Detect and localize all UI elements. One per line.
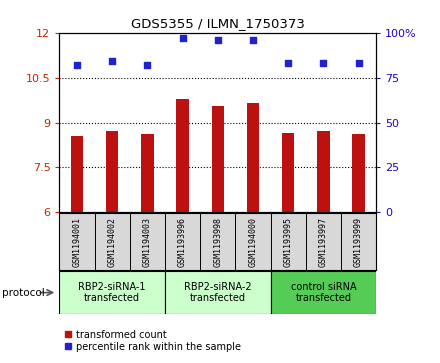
Bar: [165, 271, 271, 314]
Point: [320, 60, 327, 66]
Point: [214, 37, 221, 43]
Bar: [282, 133, 294, 212]
Bar: [106, 131, 118, 212]
Point: [109, 58, 116, 64]
Text: GSM1194003: GSM1194003: [143, 217, 152, 267]
Point: [144, 62, 151, 68]
Bar: [352, 134, 365, 212]
Text: control siRNA
transfected: control siRNA transfected: [290, 282, 356, 303]
Bar: [212, 106, 224, 212]
Bar: [141, 134, 154, 212]
Text: RBP2-siRNA-1
transfected: RBP2-siRNA-1 transfected: [78, 282, 146, 303]
Bar: [71, 136, 83, 212]
Text: RBP2-siRNA-2
transfected: RBP2-siRNA-2 transfected: [184, 282, 252, 303]
Point: [285, 60, 292, 66]
Point: [179, 35, 186, 41]
Bar: [176, 99, 189, 212]
Text: GSM1193995: GSM1193995: [284, 217, 293, 267]
Bar: [59, 271, 165, 314]
Bar: [247, 103, 259, 212]
Title: GDS5355 / ILMN_1750373: GDS5355 / ILMN_1750373: [131, 17, 305, 30]
Bar: [271, 271, 376, 314]
Text: GSM1193997: GSM1193997: [319, 217, 328, 267]
Text: GSM1193996: GSM1193996: [178, 217, 187, 267]
Text: GSM1194000: GSM1194000: [249, 217, 257, 267]
Point: [73, 62, 81, 68]
Bar: [317, 131, 330, 212]
Text: GSM1193999: GSM1193999: [354, 217, 363, 267]
Legend: transformed count, percentile rank within the sample: transformed count, percentile rank withi…: [64, 330, 241, 352]
Point: [355, 60, 362, 66]
Text: GSM1193998: GSM1193998: [213, 217, 222, 267]
Text: GSM1194001: GSM1194001: [73, 217, 81, 267]
Text: protocol: protocol: [2, 287, 45, 298]
Point: [249, 37, 257, 43]
Text: GSM1194002: GSM1194002: [108, 217, 117, 267]
